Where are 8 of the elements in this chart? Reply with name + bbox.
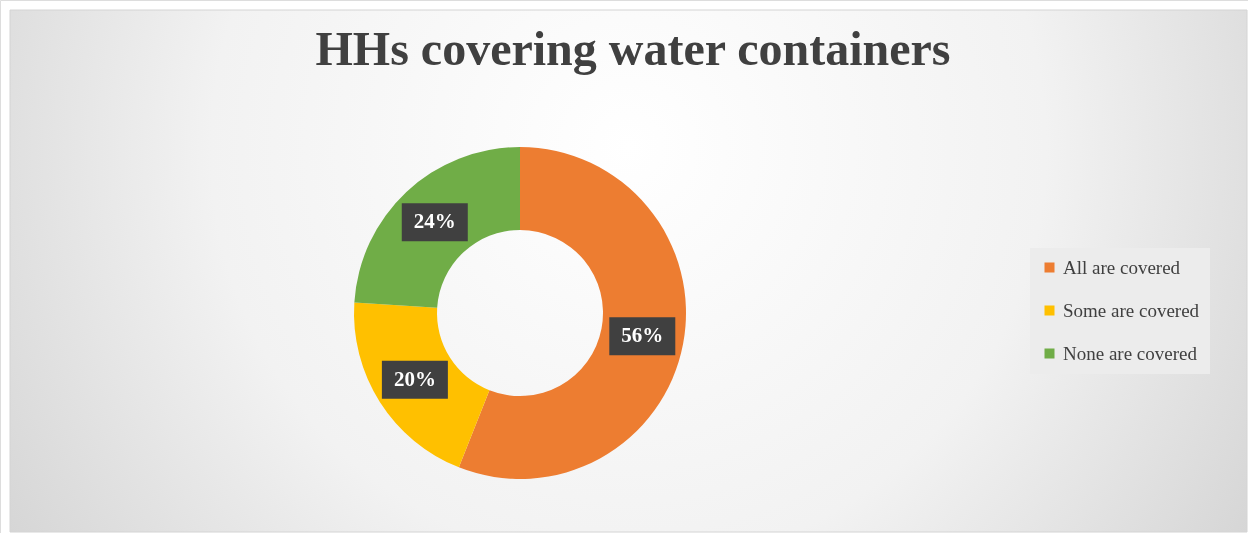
- data-label: 24%: [413, 209, 456, 234]
- chart-title: HHs covering water containers: [315, 22, 951, 75]
- legend-label: All are covered: [1063, 256, 1181, 278]
- data-label: 20%: [393, 366, 436, 391]
- data-label: 56%: [621, 323, 664, 348]
- donut-slice: [458, 147, 686, 479]
- legend-label: None are covered: [1063, 342, 1198, 364]
- legend-label: Some are covered: [1063, 299, 1200, 321]
